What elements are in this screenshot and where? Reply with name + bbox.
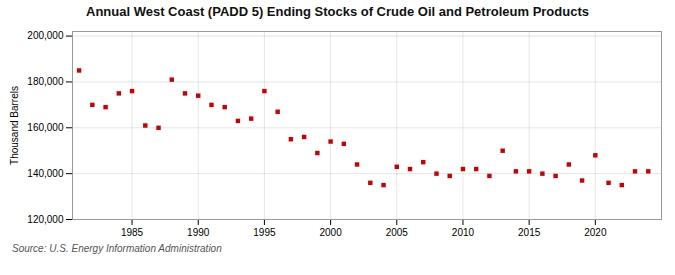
svg-text:1990: 1990 [187, 227, 210, 238]
svg-text:2010: 2010 [452, 227, 475, 238]
svg-text:2020: 2020 [584, 227, 607, 238]
html-text:Source: U.S. Energy Informatio: Source: U.S. Energy Information Administ… [12, 243, 222, 254]
svg-text:160,000: 160,000 [27, 122, 64, 133]
svg-text:2015: 2015 [518, 227, 541, 238]
svg-text:1985: 1985 [121, 227, 144, 238]
svg-text:Thousand Barrels: Thousand Barrels [9, 86, 20, 165]
svg-text:180,000: 180,000 [27, 76, 64, 87]
svg-text:1995: 1995 [253, 227, 276, 238]
html-text:Annual West Coast (PADD 5) End: Annual West Coast (PADD 5) Ending Stocks… [86, 4, 589, 19]
svg-text:2000: 2000 [319, 227, 342, 238]
svg-text:120,000: 120,000 [27, 214, 64, 225]
svg-text:140,000: 140,000 [27, 168, 64, 179]
svg-text:2005: 2005 [386, 227, 409, 238]
svg-text:200,000: 200,000 [27, 30, 64, 41]
